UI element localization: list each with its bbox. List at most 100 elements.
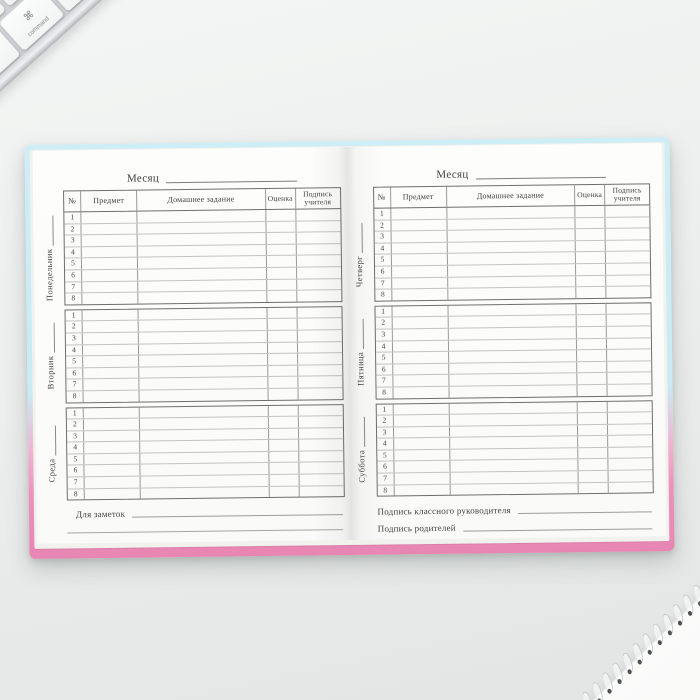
lesson-row: 8 [66, 388, 343, 402]
lesson-number: 4 [376, 438, 394, 450]
lesson-number: 1 [376, 403, 394, 415]
lesson-number: 4 [65, 344, 84, 356]
col-homework: Домашнее задание [137, 189, 266, 211]
lesson-number: 2 [376, 415, 394, 427]
grade-cell [267, 376, 298, 388]
subject-cell [82, 309, 139, 321]
signature-cell [607, 384, 651, 395]
diary-open-pages: Месяц № Предмет Домашнее задание Оценка … [32, 143, 667, 544]
lessons-table: № Предмет Домашнее задание Оценка Подпис… [353, 183, 654, 497]
lesson-number: 7 [66, 379, 84, 391]
day-label: Суббота [349, 400, 372, 500]
homework-cell [449, 436, 579, 449]
subject-cell [393, 438, 450, 450]
grade-cell [267, 365, 298, 377]
month-fill-line [166, 180, 297, 184]
day-name: Четверг [353, 255, 364, 287]
homework-cell [449, 413, 578, 426]
signature-cell [298, 388, 342, 399]
class-teacher-signature-row: Подпись классного руководителя [377, 504, 653, 517]
signature-cell [606, 263, 650, 274]
diary-page-right: Месяц № Предмет Домашнее задание Оценка … [346, 143, 666, 540]
day-name: Пятница [354, 351, 365, 387]
signature-cell [607, 315, 651, 326]
signature-cell [607, 349, 651, 360]
homework-cell [138, 279, 267, 292]
lesson-number: 1 [374, 306, 393, 318]
day-label: Четверг [347, 205, 370, 305]
signature-cell [606, 240, 650, 251]
homework-cell [448, 385, 578, 398]
month-label: Месяц [436, 168, 469, 181]
homework-cell [447, 275, 577, 288]
notes-fill-line [132, 514, 343, 518]
lesson-number: 5 [375, 352, 393, 364]
subject-cell [392, 328, 449, 341]
subject-cell [81, 223, 138, 235]
class-teacher-signature-label: Подпись классного руководителя [377, 505, 511, 517]
homework-cell [449, 448, 579, 461]
grade-cell [577, 361, 608, 373]
day-underline [53, 322, 55, 353]
col-number: № [373, 187, 391, 208]
homework-cell [139, 354, 268, 367]
grade-cell [267, 307, 298, 319]
lesson-number: 4 [375, 341, 393, 352]
lesson-number: 3 [66, 430, 85, 442]
subject-cell [393, 461, 451, 473]
homework-cell [137, 210, 266, 223]
lesson-number: 6 [66, 367, 84, 379]
col-grade: Оценка [575, 184, 606, 206]
grade-cell [575, 263, 607, 275]
lesson-number: 3 [65, 333, 83, 344]
signature-cell [296, 221, 340, 232]
month-row: Месяц [436, 164, 606, 181]
homework-cell [138, 267, 267, 281]
signature-cell [297, 330, 341, 341]
subject-cell [82, 344, 140, 356]
signature-cell [605, 205, 649, 216]
grade-cell [268, 439, 299, 451]
lesson-number: 8 [66, 391, 84, 402]
lesson-number: 2 [373, 220, 392, 231]
signature-cell [299, 474, 343, 485]
grade-cell [576, 275, 607, 287]
homework-cell [446, 217, 576, 230]
grade-cell [577, 412, 608, 424]
homework-cell [138, 342, 268, 355]
homework-cell [139, 405, 269, 418]
lesson-number: 8 [67, 488, 85, 500]
lesson-row: 8 [374, 286, 651, 301]
homework-cell [447, 264, 577, 277]
signature-fill-line [462, 528, 653, 532]
lesson-number: 8 [374, 289, 392, 301]
signature-cell [297, 267, 341, 278]
day-underline [54, 425, 56, 456]
lesson-number: 2 [66, 419, 84, 431]
homework-cell [448, 350, 578, 363]
grade-cell [577, 424, 609, 436]
subject-cell [392, 351, 449, 364]
subject-cell [392, 375, 449, 387]
homework-cell [139, 428, 269, 441]
grade-cell [268, 416, 299, 428]
grade-cell [575, 229, 606, 241]
homework-cell [448, 315, 577, 328]
homework-cell [447, 241, 576, 254]
subject-cell [393, 426, 450, 438]
lesson-number: 3 [375, 329, 393, 341]
grade-cell [269, 474, 300, 486]
homework-cell [140, 463, 270, 476]
subject-cell [393, 449, 450, 461]
grade-cell [265, 221, 297, 233]
grade-cell [575, 252, 606, 264]
notes-label: Для заметок [75, 509, 126, 520]
col-number: № [64, 191, 82, 212]
lesson-row: 8 [67, 486, 344, 500]
keyboard-bottom-row: ⌘ command alt option [0, 0, 174, 155]
subject-cell [84, 476, 141, 488]
diary-page-left: Месяц № Предмет Домашнее задание Оценка … [33, 147, 351, 544]
col-grade: Оценка [265, 188, 296, 210]
subject-cell [82, 292, 139, 305]
